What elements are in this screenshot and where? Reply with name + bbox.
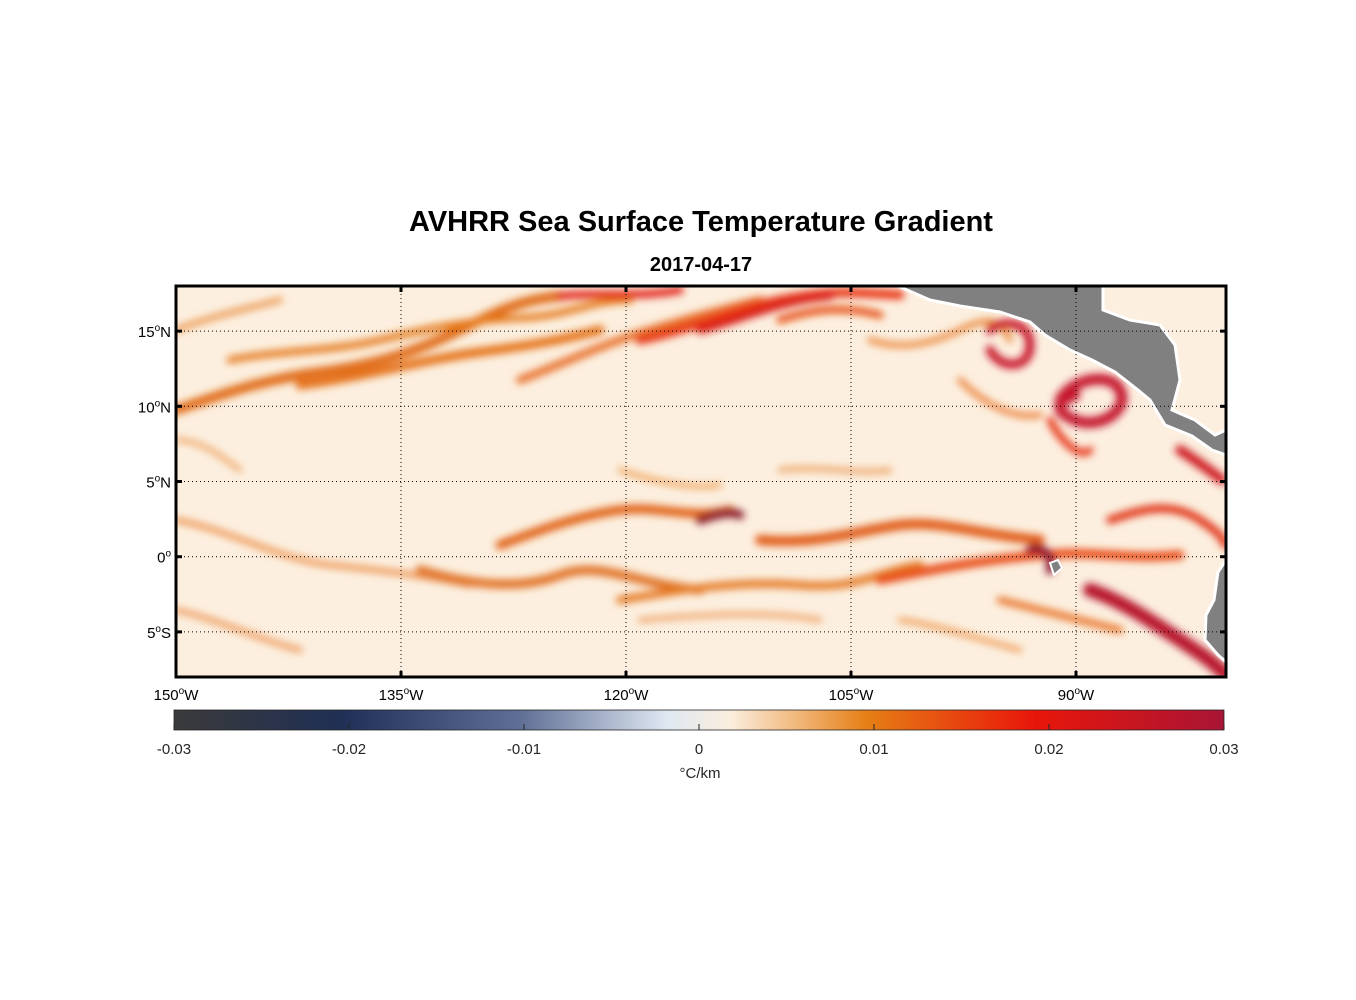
colorbar-tick-label: 0.02 <box>1034 741 1063 758</box>
map-title: AVHRR Sea Surface Temperature Gradient <box>409 206 993 238</box>
land-central-america <box>897 286 1226 457</box>
colorbar-ticks: -0.03 -0.02 -0.01 0 0.01 0.02 0.03 <box>157 724 1239 758</box>
map-subtitle: 2017-04-17 <box>649 254 753 276</box>
lat-label: 5oS <box>147 624 171 642</box>
colorbar-tick-label: -0.01 <box>507 741 541 758</box>
colorbar-tick-label: 0.03 <box>1209 741 1238 758</box>
gradient-fronts <box>176 286 1226 677</box>
lon-label: 120oW <box>604 686 650 704</box>
colorbar-tick-label: 0.01 <box>859 741 888 758</box>
graticule <box>174 286 1226 677</box>
lat-label: 5oN <box>146 474 171 492</box>
lat-label: 10oN <box>138 398 171 416</box>
colorbar-tick-label: -0.03 <box>157 741 191 758</box>
lon-label: 105oW <box>829 686 875 704</box>
land-galapagos <box>1048 558 1064 577</box>
colorbar: -0.03 -0.02 -0.01 0 0.01 0.02 0.03 °C/km <box>157 709 1239 782</box>
latitude-labels: 15oN 10oN 5oN 0o 5oS <box>138 323 172 642</box>
colorbar-tick-label: 0 <box>695 741 703 758</box>
lon-label: 135oW <box>379 686 425 704</box>
lat-label: 0o <box>157 549 171 567</box>
lat-label: 15oN <box>138 323 171 341</box>
lon-label: 150oW <box>154 686 200 704</box>
lon-label: 90oW <box>1058 686 1095 704</box>
colorbar-unit-label: °C/km <box>680 765 721 782</box>
longitude-labels: 150oW 135oW 120oW 105oW 90oW <box>154 686 1095 704</box>
map-frame <box>174 284 1228 679</box>
colorbar-tick-label: -0.02 <box>332 741 366 758</box>
